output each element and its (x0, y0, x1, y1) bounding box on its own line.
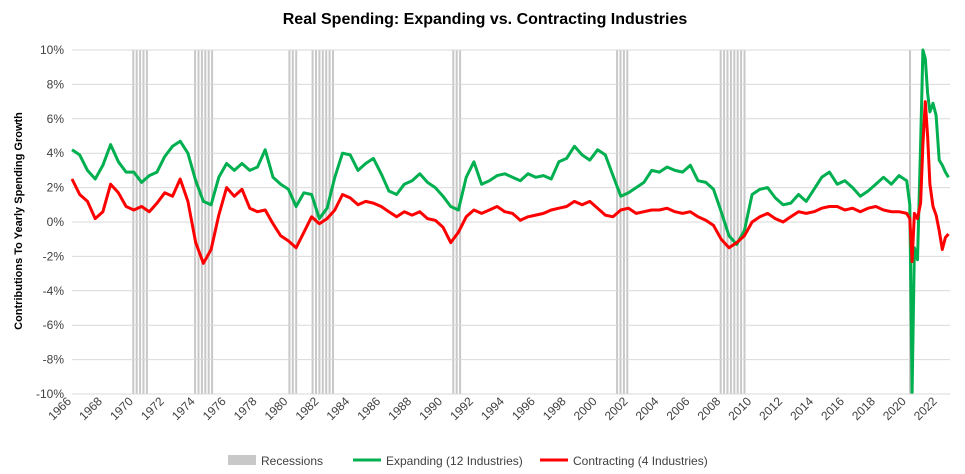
legend-swatch-recessions (228, 455, 256, 465)
y-tick-label: -8% (43, 353, 65, 367)
x-tick-label: 1974 (169, 394, 198, 423)
legend-label-recessions: Recessions (261, 454, 323, 468)
series-lines (70, 48, 950, 394)
y-axis-label: Contributions To Yearly Spending Growth (13, 112, 25, 330)
x-tick-label: 2022 (911, 394, 940, 423)
y-axis-ticks: 10% 8% 6% 4% 2% 0% -2% -4% -6% -8% -10% (36, 43, 64, 401)
y-tick-label: 10% (40, 43, 64, 57)
x-tick-label: 1986 (354, 394, 383, 423)
series-line-expanding (71, 48, 950, 394)
legend-label-expanding: Expanding (12 Industries) (386, 454, 523, 468)
y-tick-label: 2% (47, 181, 65, 195)
grid-lines (72, 49, 950, 395)
x-tick-label: 2018 (849, 394, 878, 423)
y-tick-label: -2% (43, 249, 65, 263)
x-tick-label: 2002 (602, 394, 631, 423)
series-line-contracting (70, 100, 950, 265)
y-tick-label: 0% (47, 215, 65, 229)
x-tick-label: 1984 (324, 394, 353, 423)
x-tick-label: 1972 (138, 394, 167, 423)
x-tick-label: 2010 (725, 394, 754, 423)
y-tick-label: -6% (43, 318, 65, 332)
x-tick-label: 2012 (756, 394, 785, 423)
x-tick-label: 2004 (633, 394, 662, 423)
y-tick-label: 6% (47, 112, 65, 126)
y-tick-label: -10% (36, 387, 64, 401)
x-tick-label: 2014 (787, 394, 816, 423)
x-tick-label: 1968 (76, 394, 105, 423)
x-tick-label: 1976 (200, 394, 229, 423)
x-tick-label: 1996 (509, 394, 538, 423)
legend: Recessions Expanding (12 Industries) Con… (228, 454, 708, 468)
x-tick-label: 2006 (664, 394, 693, 423)
x-tick-label: 2008 (695, 394, 724, 423)
x-tick-label: 1990 (416, 394, 445, 423)
x-tick-label: 1980 (262, 394, 291, 423)
chart-title: Real Spending: Expanding vs. Contracting… (283, 11, 688, 28)
x-tick-label: 1978 (231, 394, 260, 423)
x-tick-label: 2016 (818, 394, 847, 423)
y-tick-label: 8% (47, 77, 65, 91)
y-tick-label: -4% (43, 284, 65, 298)
x-tick-label: 1994 (478, 394, 507, 423)
x-tick-label: 1992 (447, 394, 476, 423)
y-tick-label: 4% (47, 146, 65, 160)
legend-label-contracting: Contracting (4 Industries) (573, 454, 708, 468)
x-tick-label: 1998 (540, 394, 569, 423)
x-tick-label: 1970 (107, 394, 136, 423)
x-axis-ticks: 1966 1968 1970 1972 1974 1976 1978 1980 1982 1984… (45, 394, 940, 423)
x-tick-label: 1982 (293, 394, 322, 423)
x-tick-label: 2000 (571, 394, 600, 423)
x-tick-label: 1988 (385, 394, 414, 423)
x-tick-label: 2020 (880, 394, 909, 423)
